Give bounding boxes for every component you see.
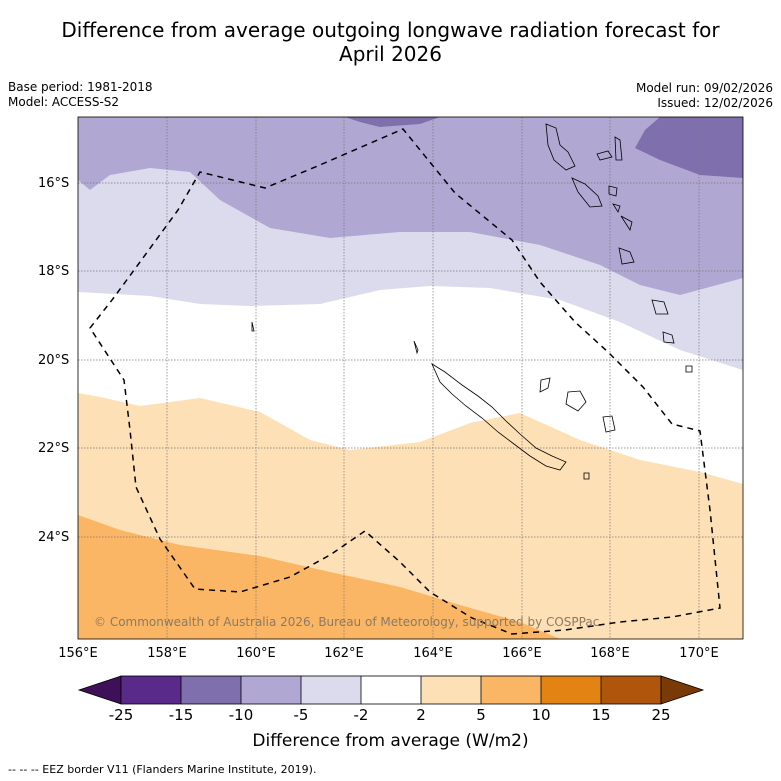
colorbar-bin <box>541 676 601 704</box>
lon-label: 158°E <box>147 646 187 661</box>
anomaly-patch-top <box>345 117 440 127</box>
colorbar-tick: 2 <box>416 706 426 724</box>
copyright-text: © Commonwealth of Australia 2026, Bureau… <box>94 615 599 629</box>
lifou-coast <box>565 390 587 412</box>
colorbar-bin <box>181 676 241 704</box>
colorbar-tick: 5 <box>476 706 486 724</box>
coastlines <box>251 123 693 480</box>
colorbar-tick: -25 <box>108 706 134 724</box>
new-caledonia-coast <box>431 362 567 471</box>
colorbar-bin <box>301 676 361 704</box>
isle-of-pines-coast <box>583 472 590 480</box>
lon-label: 168°E <box>590 646 630 661</box>
lat-label: 20°S <box>38 353 70 368</box>
lon-label: 166°E <box>502 646 542 661</box>
ambrym-coast <box>608 185 618 197</box>
colorbar-tick: 10 <box>531 706 551 724</box>
colorbar-bin <box>361 676 421 704</box>
lon-label: 164°E <box>413 646 453 661</box>
graticule <box>78 117 743 639</box>
colorbar <box>77 675 705 705</box>
colorbar-title: Difference from average (W/m2) <box>252 731 529 751</box>
colorbar-tick: 25 <box>651 706 671 724</box>
efate-coast <box>618 247 635 265</box>
lon-label: 170°E <box>679 646 719 661</box>
eez-footnote: -- -- -- EEZ border V11 (Flanders Marine… <box>8 763 317 776</box>
lon-label: 162°E <box>324 646 364 661</box>
eez-border <box>89 128 721 635</box>
colorbar-tick: 15 <box>591 706 611 724</box>
espiritu-santo-coast <box>545 123 576 171</box>
colorbar-min-arrow <box>77 675 122 705</box>
colorbar-bin <box>601 676 661 704</box>
pentecost-coast <box>614 136 623 161</box>
title-line-1: Difference from average outgoing longwav… <box>61 18 720 42</box>
chesterfield-reef-coast <box>251 321 255 332</box>
issued-date: Issued: 12/02/2026 <box>657 96 773 110</box>
anomaly-band-5-10 <box>78 515 560 639</box>
colorbar-tick: -10 <box>228 706 254 724</box>
colorbar-tick: -2 <box>353 706 369 724</box>
colorbar-bin <box>241 676 301 704</box>
ouvea-coast <box>539 377 551 393</box>
colorbar-tick: -15 <box>168 706 194 724</box>
aneityum-coast <box>685 365 693 373</box>
map-plot-area <box>78 117 743 639</box>
lat-label: 18°S <box>38 264 70 279</box>
left-meta: Base period: 1981-2018 Model: ACCESS-S2 <box>8 80 153 110</box>
malekula-coast <box>571 177 603 208</box>
anomaly-patch-northeast <box>635 117 743 178</box>
map-title: Difference from average outgoing longwav… <box>0 18 781 66</box>
map-frame <box>77 116 744 640</box>
lon-label: 156°E <box>58 646 98 661</box>
colorbar-max-arrow <box>660 675 705 705</box>
erromango-coast <box>651 299 669 315</box>
right-meta: Model run: 09/02/2026 Issued: 12/02/2026 <box>636 81 773 111</box>
lat-label: 16°S <box>38 176 70 191</box>
tanna-coast <box>662 331 675 344</box>
colorbar-bin <box>481 676 541 704</box>
colorbar-bin <box>121 676 181 704</box>
colorbar-tick: -5 <box>293 706 309 724</box>
title-line-2: April 2026 <box>339 42 442 66</box>
lat-label: 24°S <box>38 530 70 545</box>
mare-coast <box>602 415 616 433</box>
model-name: Model: ACCESS-S2 <box>8 95 120 109</box>
colorbar-bin <box>421 676 481 704</box>
shepherd-islands-coast <box>620 215 633 231</box>
model-run: Model run: 09/02/2026 <box>635 81 773 95</box>
base-period: Base period: 1981-2018 <box>8 80 153 94</box>
lon-label: 160°E <box>236 646 276 661</box>
maewo-coast <box>596 150 613 161</box>
belep-islands-coast <box>413 340 419 355</box>
lat-label: 22°S <box>38 441 70 456</box>
epi-coast <box>612 203 621 213</box>
